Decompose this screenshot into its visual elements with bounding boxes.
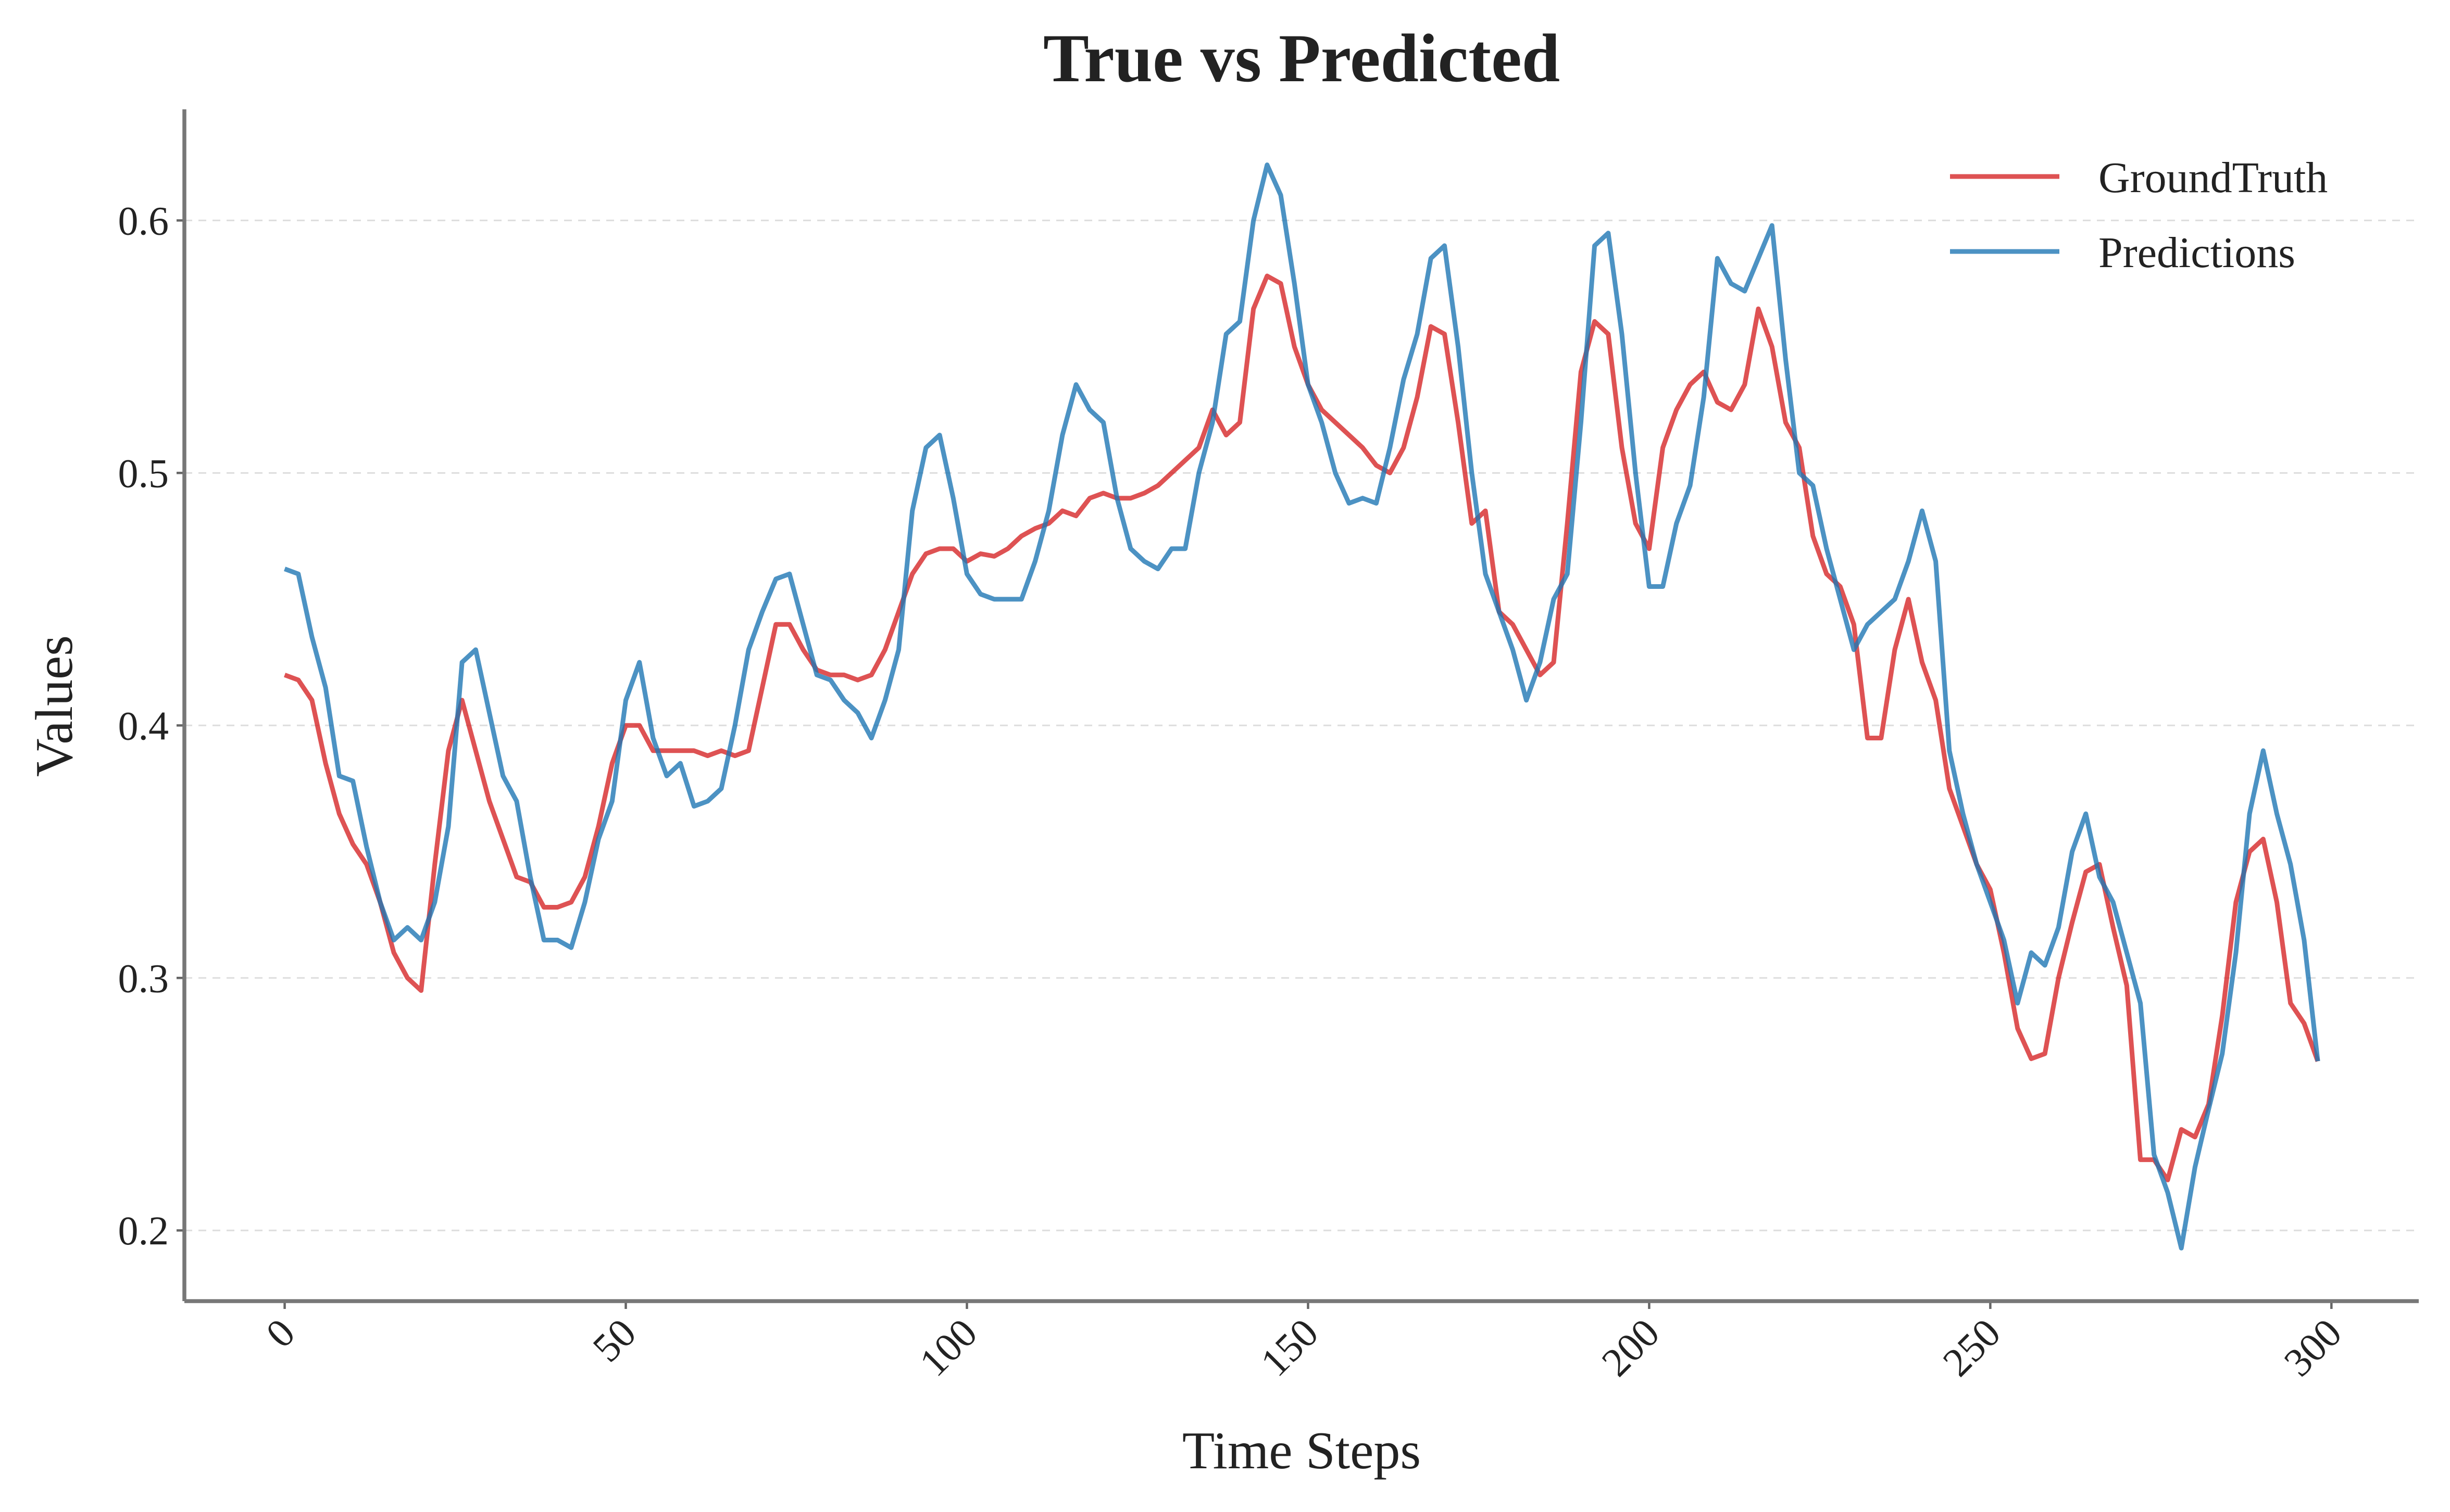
series-line [284, 162, 2320, 1251]
y-tick-label: 0.5 [118, 450, 169, 496]
y-tick-label: 0.6 [118, 198, 169, 243]
legend-label: GroundTruth [2098, 154, 2328, 202]
y-tick-label: 0.4 [118, 703, 169, 748]
chart-title: True vs Predicted [1043, 20, 1560, 96]
y-tick-label: 0.3 [118, 955, 169, 1001]
y-axis-label: Values [25, 635, 84, 777]
x-axis-label: Time Steps [1182, 1421, 1421, 1480]
y-tick-label: 0.2 [118, 1208, 169, 1253]
legend-label: Predictions [2098, 229, 2295, 277]
